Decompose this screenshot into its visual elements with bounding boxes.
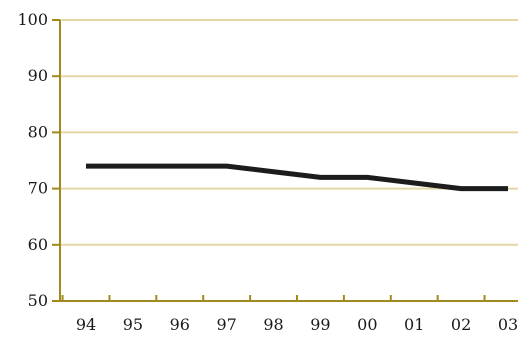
y-tick-label-60: 60 — [28, 235, 48, 254]
tick-labels: 50 60 70 80 90 100 94 95 96 97 98 99 00 01 02 03 — [17, 10, 518, 334]
x-tick-label-95: 95 — [123, 315, 143, 334]
y-tick-label-90: 90 — [28, 66, 48, 85]
x-tick-label-01: 01 — [404, 315, 424, 334]
y-tick-label-70: 70 — [28, 179, 48, 198]
series-lines — [85, 163, 509, 192]
y-tick-label-50: 50 — [28, 291, 48, 310]
x-tick-label-94: 94 — [76, 315, 96, 334]
series-line-0 — [86, 163, 508, 192]
x-tick-label-97: 97 — [216, 315, 236, 334]
grid-lines — [60, 19, 518, 246]
y-tick-label-80: 80 — [28, 122, 48, 141]
y-tick-label-100: 100 — [17, 10, 48, 29]
x-tick-label-00: 00 — [357, 315, 377, 334]
x-tick-label-03: 03 — [498, 315, 518, 334]
x-tick-label-98: 98 — [263, 315, 283, 334]
x-tick-label-02: 02 — [451, 315, 471, 334]
x-tick-label-96: 96 — [170, 315, 190, 334]
x-tick-label-99: 99 — [310, 315, 330, 334]
axes — [52, 19, 518, 302]
